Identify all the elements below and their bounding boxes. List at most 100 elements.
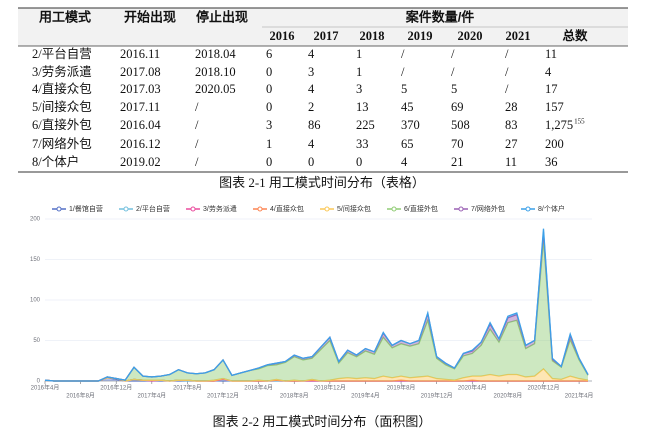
table-cell: 0 xyxy=(308,155,314,169)
table-cell: / xyxy=(195,100,199,114)
table-cell: 5 xyxy=(401,82,407,96)
table-caption: 图表 2-1 用工模式时间分布（表格） xyxy=(219,175,425,190)
legend-swatch-dot xyxy=(56,206,62,212)
y-tick-label: 100 xyxy=(30,298,41,304)
table-cell: / xyxy=(195,155,199,169)
y-tick-label: 50 xyxy=(33,338,40,344)
legend-swatch-dot xyxy=(257,206,263,212)
table-header: 案件数量/件 xyxy=(405,9,475,24)
table-cell: 4 xyxy=(308,137,315,151)
table-cell: 13 xyxy=(356,100,369,114)
table-cell: 69 xyxy=(451,100,464,114)
table-cell: 3 xyxy=(356,82,362,96)
table-cell: 21 xyxy=(451,155,464,169)
table-header: 开始出现 xyxy=(124,9,176,24)
table-subheader: 总数 xyxy=(562,28,588,43)
table-header: 停止出现 xyxy=(196,9,248,24)
y-tick-label: 200 xyxy=(30,217,41,223)
table-cell: 1,275 xyxy=(545,118,573,132)
table-cell: 4 xyxy=(545,65,552,79)
table-cell: 28 xyxy=(505,100,518,114)
legend-label: 2/平台自营 xyxy=(136,204,170,213)
table-cell: 1 xyxy=(356,47,362,61)
table-cell: 65 xyxy=(401,137,414,151)
table-cell: 0 xyxy=(266,100,272,114)
legend-label: 7/网络外包 xyxy=(471,204,505,213)
table-cell: 2020.05 xyxy=(195,82,236,96)
y-tick-label: 0 xyxy=(37,379,41,385)
legend-swatch-dot xyxy=(458,206,464,212)
table-cell: 83 xyxy=(505,118,518,132)
table-cell: 200 xyxy=(545,137,564,151)
table-cell: 6 xyxy=(266,47,272,61)
x-tick-label: 2018年12月 xyxy=(314,384,346,392)
table-cell: 6/直接外包 xyxy=(32,117,92,132)
table-cell: 225 xyxy=(356,118,375,132)
table-cell: 11 xyxy=(505,155,517,169)
x-tick-label: 2020年4月 xyxy=(458,384,487,392)
x-tick-label: 2016年12月 xyxy=(100,384,132,392)
table-cell: / xyxy=(505,65,509,79)
table-cell: 2018.04 xyxy=(195,47,236,61)
table-cell: 0 xyxy=(266,65,272,79)
legend-label: 8/个体户 xyxy=(538,204,565,213)
footnote-mark: 155 xyxy=(574,118,585,126)
table-cell: 2019.02 xyxy=(120,155,161,169)
area xyxy=(45,368,588,381)
chart-caption: 图表 2-2 用工模式时间分布（面积图） xyxy=(213,414,432,429)
x-tick-label: 2020年8月 xyxy=(494,392,523,400)
table-cell: 1 xyxy=(356,65,362,79)
table-cell: 0 xyxy=(266,82,272,96)
table-cell: / xyxy=(195,118,199,132)
table-subheader: 2016 xyxy=(270,29,295,43)
legend-swatch-dot xyxy=(525,206,531,212)
table-cell: 2016.11 xyxy=(120,47,160,61)
table-cell: 0 xyxy=(266,155,272,169)
legend-swatch-dot xyxy=(391,206,397,212)
table-cell: 2017.11 xyxy=(120,100,160,114)
table-cell: 36 xyxy=(545,155,558,169)
x-tick-label: 2020年12月 xyxy=(527,384,559,392)
table-cell: 86 xyxy=(308,118,321,132)
legend-label: 6/直接外包 xyxy=(404,204,438,213)
table-cell: 4 xyxy=(401,155,408,169)
table-cell: 8/个体户 xyxy=(32,154,79,169)
table-cell: 0 xyxy=(356,155,362,169)
table-cell: 3/劳务派遣 xyxy=(32,64,92,79)
table-cell: / xyxy=(451,65,455,79)
legend-label: 1/餐馆自营 xyxy=(69,204,103,213)
x-tick-label: 2021年4月 xyxy=(565,392,594,400)
table-cell: 33 xyxy=(356,137,369,151)
area xyxy=(45,240,588,381)
table-cell: 4/直接众包 xyxy=(32,81,92,96)
legend-swatch-dot xyxy=(123,206,129,212)
table-cell: 157 xyxy=(545,100,564,114)
table-cell: / xyxy=(401,47,405,61)
table-cell: 508 xyxy=(451,118,470,132)
table-cell: 2017.08 xyxy=(120,65,161,79)
x-tick-label: 2017年12月 xyxy=(207,392,239,400)
table-cell: 2017.03 xyxy=(120,82,161,96)
table-subheader: 2019 xyxy=(408,29,433,43)
table-header: 用工模式 xyxy=(38,9,91,24)
x-tick-label: 2018年8月 xyxy=(280,392,309,400)
table-subheader: 2021 xyxy=(506,29,531,43)
table-cell: 2 xyxy=(308,100,314,114)
x-tick-label: 2019年12月 xyxy=(421,392,453,400)
table-cell: 2016.04 xyxy=(120,118,161,132)
table-cell: / xyxy=(451,47,455,61)
table-cell: 17 xyxy=(545,82,558,96)
line xyxy=(44,228,589,382)
legend-swatch-dot xyxy=(324,206,330,212)
table-cell: 3 xyxy=(308,65,314,79)
table-cell: 2/平台自营 xyxy=(32,46,92,61)
legend-label: 5/间接众包 xyxy=(337,204,371,213)
table-subheader: 2020 xyxy=(458,29,483,43)
table-cell: / xyxy=(505,82,509,96)
table-cell: 4 xyxy=(308,82,315,96)
table-cell: 11 xyxy=(545,47,557,61)
table-cell: 4 xyxy=(308,47,315,61)
x-tick-label: 2017年4月 xyxy=(137,392,166,400)
table-cell: 370 xyxy=(401,118,420,132)
